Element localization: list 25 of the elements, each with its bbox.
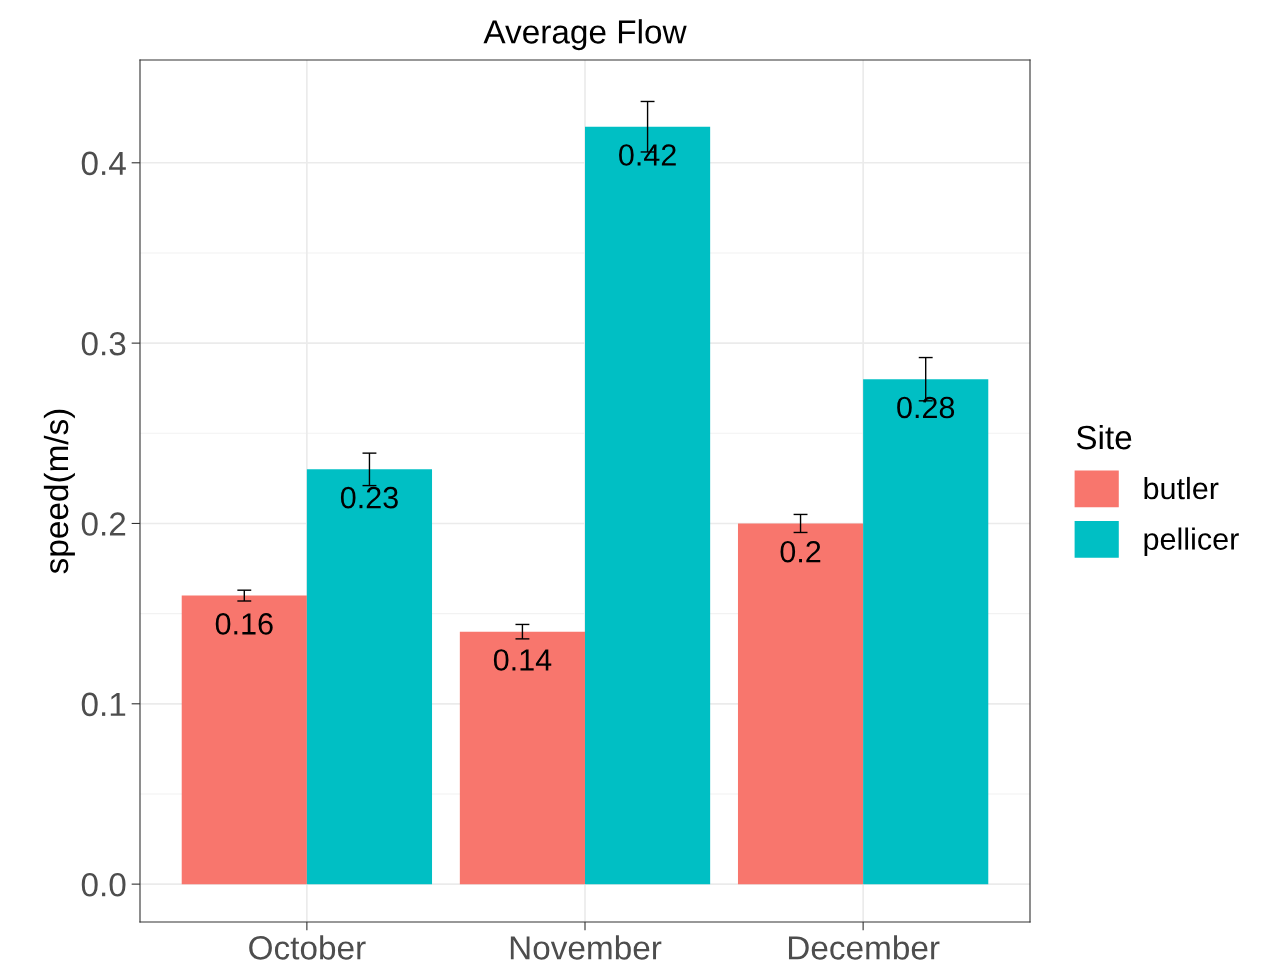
bar <box>737 523 864 885</box>
y-tick-label: 0.1 <box>81 692 126 717</box>
y-tick-label: 0.2 <box>81 512 126 536</box>
data-label: 0.2 <box>780 540 821 563</box>
x-tick-label: October <box>249 935 366 960</box>
bar <box>181 595 307 885</box>
x-tick-label: November <box>510 935 662 960</box>
data-label: 0.16 <box>215 613 273 635</box>
chart-title: Average Flow <box>483 19 687 51</box>
data-label: 0.23 <box>340 486 398 509</box>
bar <box>863 379 989 885</box>
x-tick-label: December <box>788 935 940 960</box>
legend-label: butler <box>1144 476 1219 500</box>
data-label: 0.14 <box>493 649 552 671</box>
data-label: 0.28 <box>897 396 955 419</box>
data-label: 0.42 <box>619 144 676 166</box>
y-tick-label: 0.4 <box>81 151 126 176</box>
legend-title: Site <box>1076 424 1132 450</box>
y-tick-label: 0.0 <box>81 872 126 897</box>
y-axis-title: speed(m/s) <box>43 409 75 574</box>
bar <box>459 631 585 885</box>
bar <box>585 126 711 885</box>
legend-label: pellicer <box>1144 527 1239 556</box>
bar <box>306 469 433 885</box>
y-tick-label: 0.3 <box>81 331 126 356</box>
